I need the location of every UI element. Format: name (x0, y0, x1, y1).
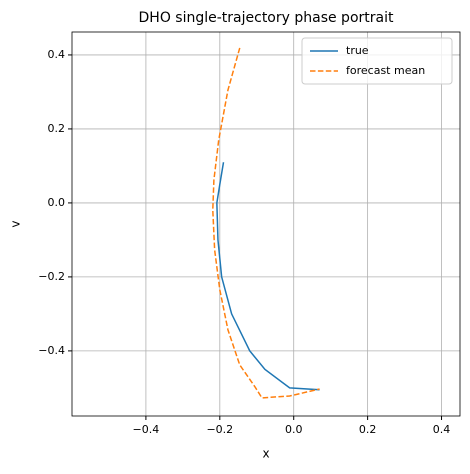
plot-frame (71, 31, 461, 417)
y-tick-label: 0.0 (48, 196, 66, 209)
x-tick-label: 0.4 (433, 423, 451, 436)
legend-label: true (346, 44, 369, 57)
y-tick-label: −0.2 (38, 270, 65, 283)
x-tick-label: −0.2 (206, 423, 233, 436)
legend-box (301, 37, 453, 85)
data-line (212, 47, 320, 399)
data-line (216, 162, 320, 391)
y-tick-label: −0.4 (38, 344, 65, 357)
x-axis-label: x (262, 447, 269, 461)
chart-title: DHO single-trajectory phase portrait (139, 10, 394, 26)
y-tick-label: 0.4 (48, 48, 66, 61)
x-tick-label: 0.0 (285, 423, 303, 436)
y-tick-label: 0.2 (48, 122, 66, 135)
x-tick-label: −0.4 (133, 423, 160, 436)
x-tick-label: 0.2 (359, 423, 377, 436)
y-axis-label: v (9, 220, 23, 227)
legend-label: forecast mean (346, 64, 425, 77)
